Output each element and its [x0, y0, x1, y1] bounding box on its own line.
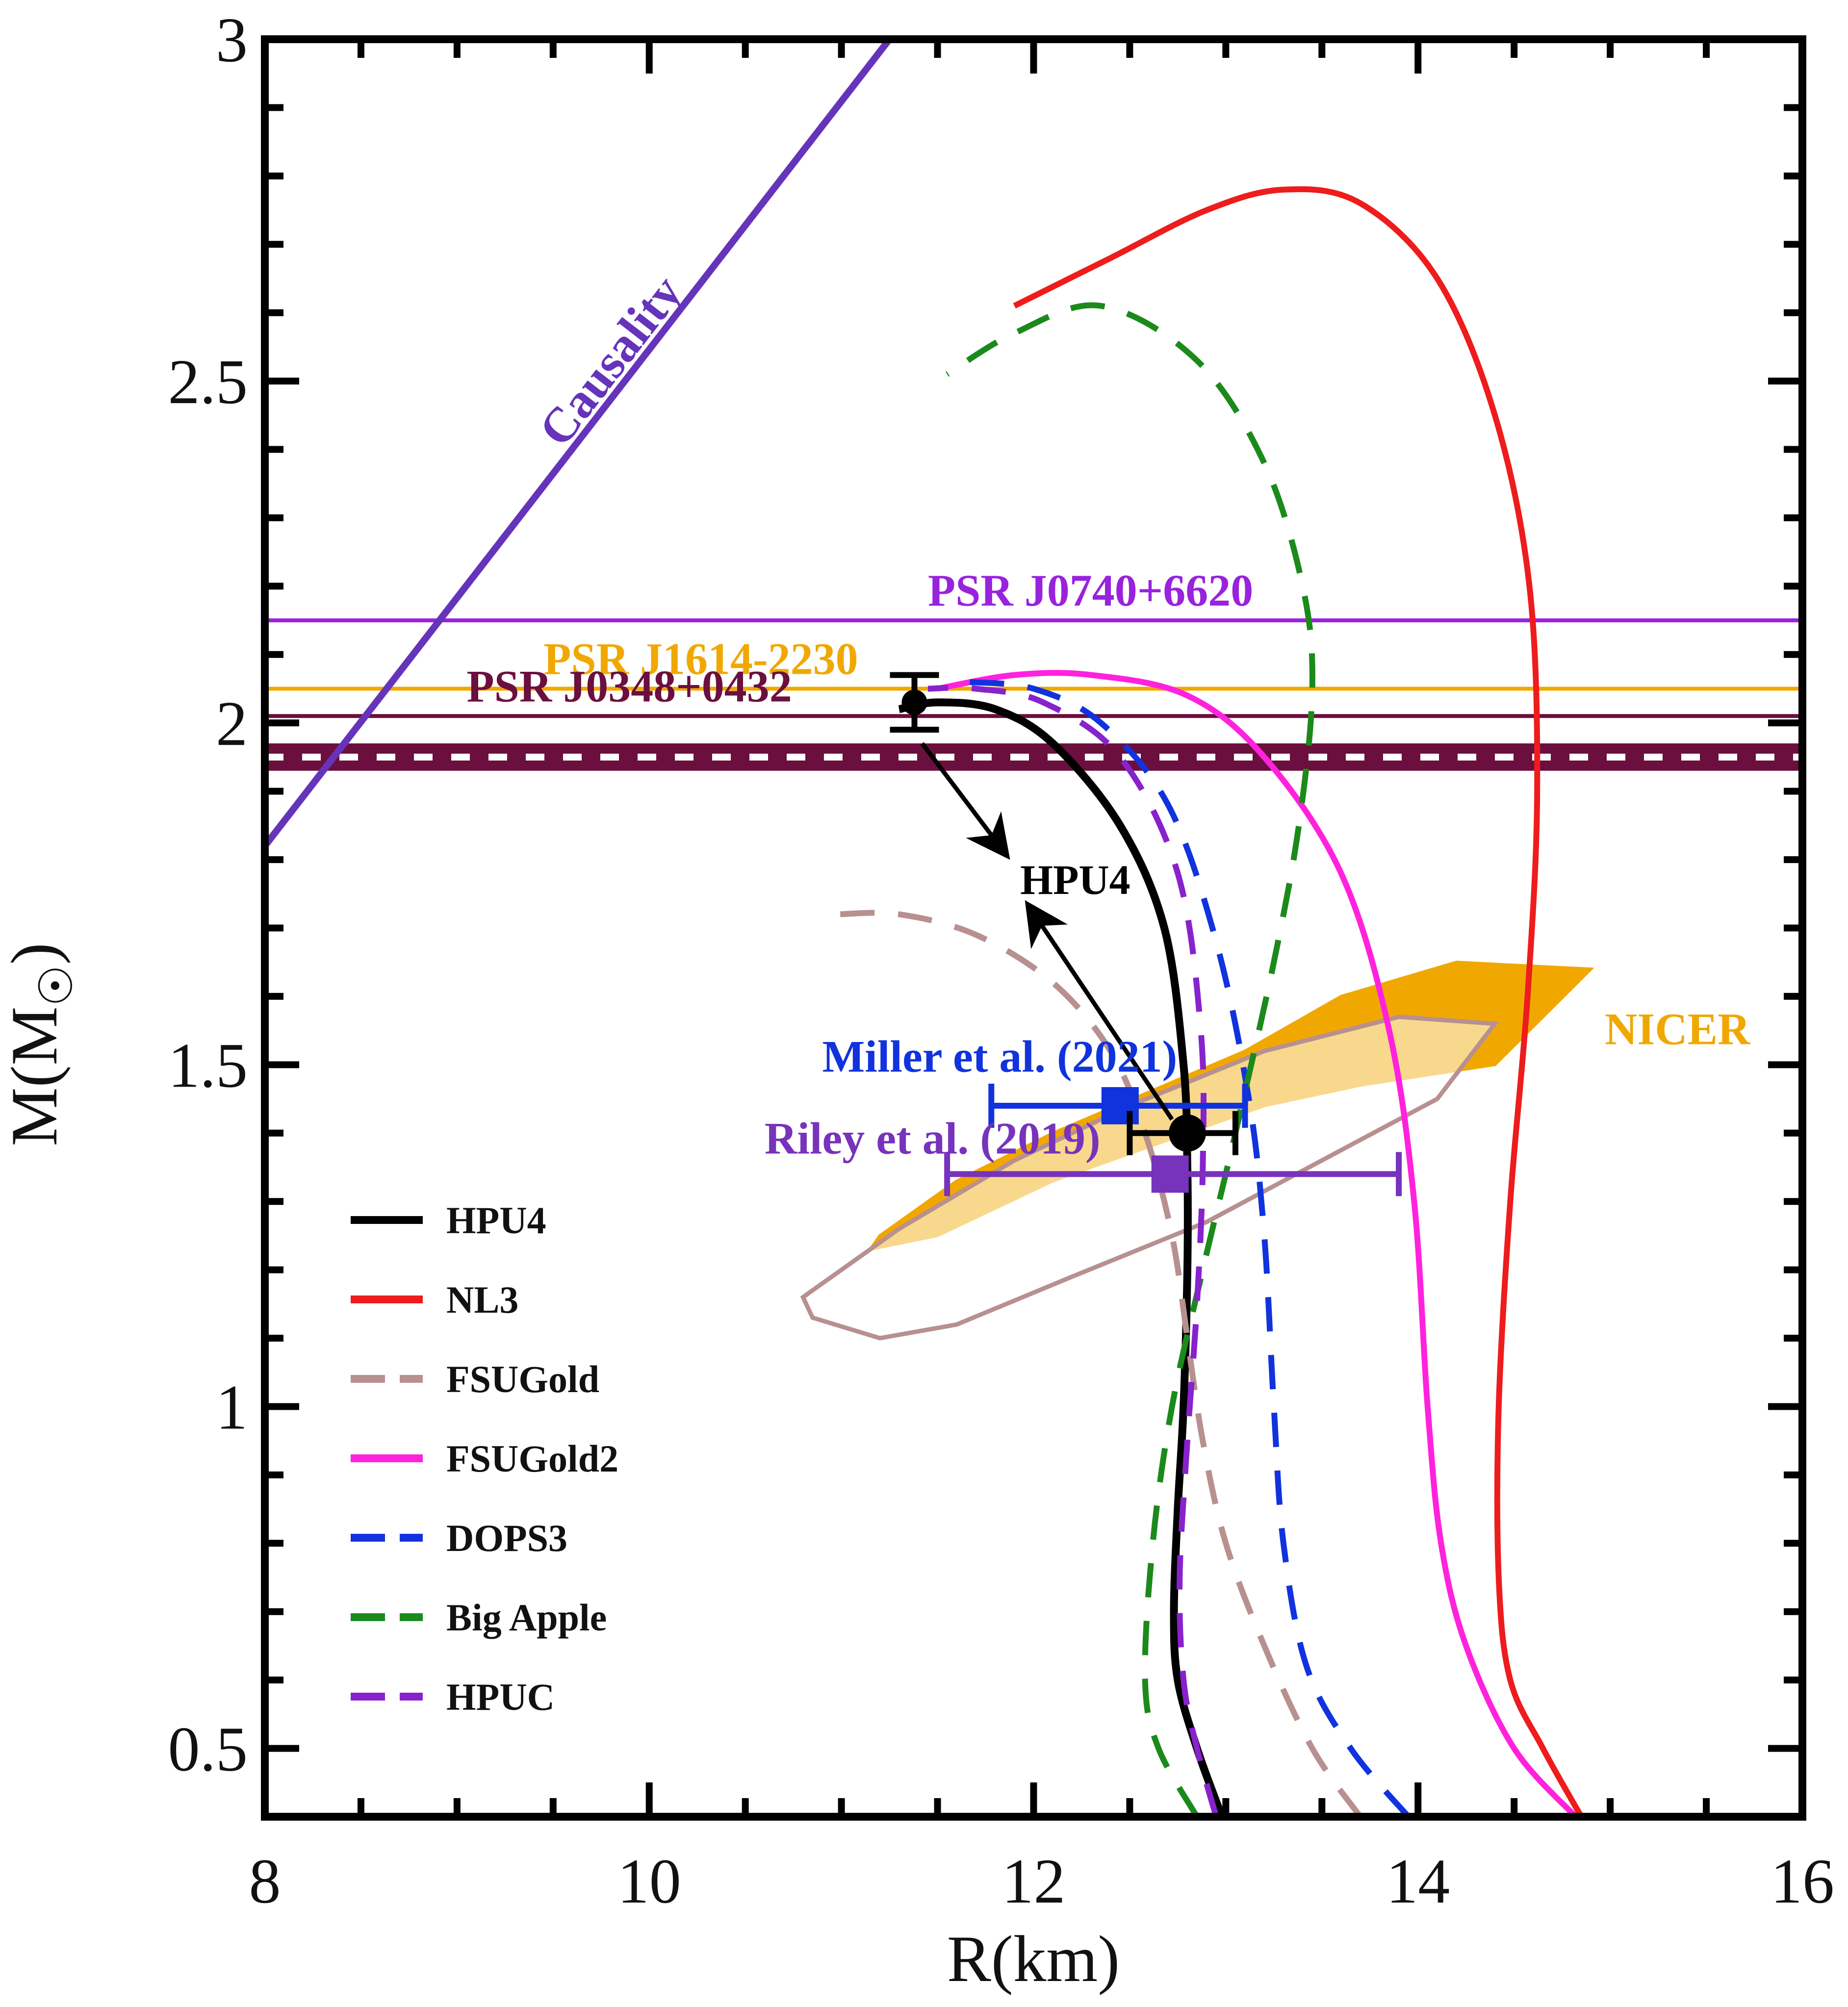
psr-j0348-band [265, 743, 1802, 771]
series-line-hpuc [927, 685, 1219, 1818]
y-tick-label: 2 [216, 688, 248, 759]
svg-text:M(M☉): M(M☉) [0, 942, 82, 1146]
y-axis-title-text: M(M [0, 1007, 71, 1146]
annotation-riley-et-al-2019: Riley et al. (2019) [765, 1114, 1101, 1164]
legend: HPU4 NL3 FSUGold FSUGold2 DOPS3 Big Apple HPUC [351, 1199, 618, 1718]
sun-symbol-icon: ☉ [30, 965, 82, 1006]
series-curves [837, 186, 1584, 1819]
series-line-fsugold [837, 910, 1363, 1819]
x-tick-label: 14 [1386, 1846, 1450, 1917]
legend-label-dops3: DOPS3 [446, 1517, 567, 1559]
hpu4-arrows [920, 742, 1174, 1121]
x-tick-label: 10 [617, 1846, 681, 1917]
y-tick-label: 0.5 [168, 1714, 248, 1785]
legend-label-nl3: NL3 [446, 1278, 518, 1321]
arrow-to-hpu4-canonical [1025, 900, 1174, 1121]
y-tick-label: 1 [216, 1372, 248, 1443]
marker-miller-et-al-2021 [1101, 1087, 1139, 1124]
marker-riley-et-al-2019 [1151, 1155, 1189, 1193]
y-tick-label: 2.5 [168, 347, 248, 417]
arrow-to-hpu4-max [920, 742, 1010, 860]
y-axis-title-close: ) [0, 942, 71, 965]
constraint-label-psr-j0348-0432: PSR J0348+0432 [466, 661, 792, 711]
series-line-nl3 [1013, 186, 1584, 1818]
legend-label-big-apple: Big Apple [446, 1596, 607, 1639]
x-axis-title: R(km) [947, 1923, 1120, 1996]
causality-line-group [262, 37, 893, 848]
annotation-miller-et-al-2021: Miller et al. (2021) [822, 1031, 1177, 1081]
causality-line [262, 37, 893, 848]
annotation-hpu4: HPU4 [1020, 856, 1130, 903]
legend-label-hpu4: HPU4 [446, 1199, 546, 1242]
causality-label: Causality [528, 265, 693, 456]
x-tick-label: 8 [249, 1846, 281, 1917]
y-axis-title: M(M☉) [0, 942, 82, 1146]
legend-label-fsugold2: FSUGold2 [446, 1437, 618, 1480]
x-tick-label: 12 [1002, 1846, 1066, 1917]
marker-hpu4-max [901, 689, 927, 715]
series-line-big-apple [946, 302, 1315, 1818]
x-tick-label: 16 [1771, 1846, 1834, 1917]
axis-ticks [261, 36, 1806, 1817]
annotation-nicer: NICER [1605, 1004, 1751, 1054]
series-line-fsugold2 [937, 670, 1578, 1819]
marker-hpu4-1-4 [1169, 1114, 1206, 1152]
constraint-label-psr-j1614-2230: PSR J1614-2230 [543, 634, 858, 684]
constraint-label-psr-j0740-6620: PSR J0740+6620 [928, 565, 1253, 615]
tick-labels: 8 10 12 14 16 0.5 1 1.5 2 2.5 3 [168, 5, 1835, 1917]
y-tick-label: 1.5 [168, 1030, 248, 1101]
error-bars [890, 672, 1402, 1196]
legend-label-fsugold: FSUGold [446, 1358, 599, 1400]
nicer-contour-outline [800, 1015, 1499, 1341]
y-tick-label: 3 [216, 5, 248, 76]
series-line-dops3 [966, 679, 1411, 1819]
legend-label-hpuc: HPUC [446, 1676, 555, 1718]
